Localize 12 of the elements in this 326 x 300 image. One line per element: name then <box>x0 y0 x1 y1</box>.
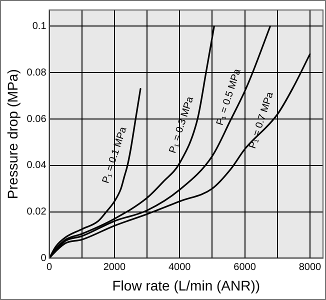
x-tick-label: 4000 <box>168 262 192 273</box>
x-axis-title: Flow rate (L/min (ANR)) <box>112 277 260 294</box>
x-tick-label: 8000 <box>298 262 322 273</box>
y-tick-label: 0.08 <box>26 67 47 78</box>
y-tick-label: 0.04 <box>26 160 47 172</box>
y-tick-label: 0.06 <box>26 114 47 125</box>
x-tick-label: 6000 <box>234 262 256 273</box>
x-tick-label: 2000 <box>103 262 126 273</box>
y-tick-label: 0 <box>40 252 47 264</box>
y-tick-label: 0.1 <box>32 20 47 32</box>
y-tick-label: 0.02 <box>26 206 47 218</box>
y-axis-title: Pressure drop (MPa) <box>4 69 20 200</box>
